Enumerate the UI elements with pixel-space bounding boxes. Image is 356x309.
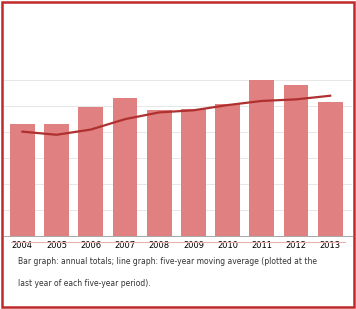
Bar [112,98,137,236]
Text: THE TREND IN TRANSFERS OF: THE TREND IN TRANSFERS OF [17,15,227,28]
Bar [147,110,172,236]
Bar [10,124,35,236]
Bar [215,104,240,236]
Text: MAJOR ARMS, 2004–2013: MAJOR ARMS, 2004–2013 [17,44,194,57]
Bar [250,80,274,236]
Bar [44,124,69,236]
Text: Bar graph: annual totals; line graph: five-year moving average (plotted at the: Bar graph: annual totals; line graph: fi… [17,257,316,266]
Bar [318,102,342,236]
Text: last year of each five-year period).: last year of each five-year period). [17,279,150,288]
Bar [78,107,103,236]
Bar [284,85,308,236]
Bar [181,109,206,236]
